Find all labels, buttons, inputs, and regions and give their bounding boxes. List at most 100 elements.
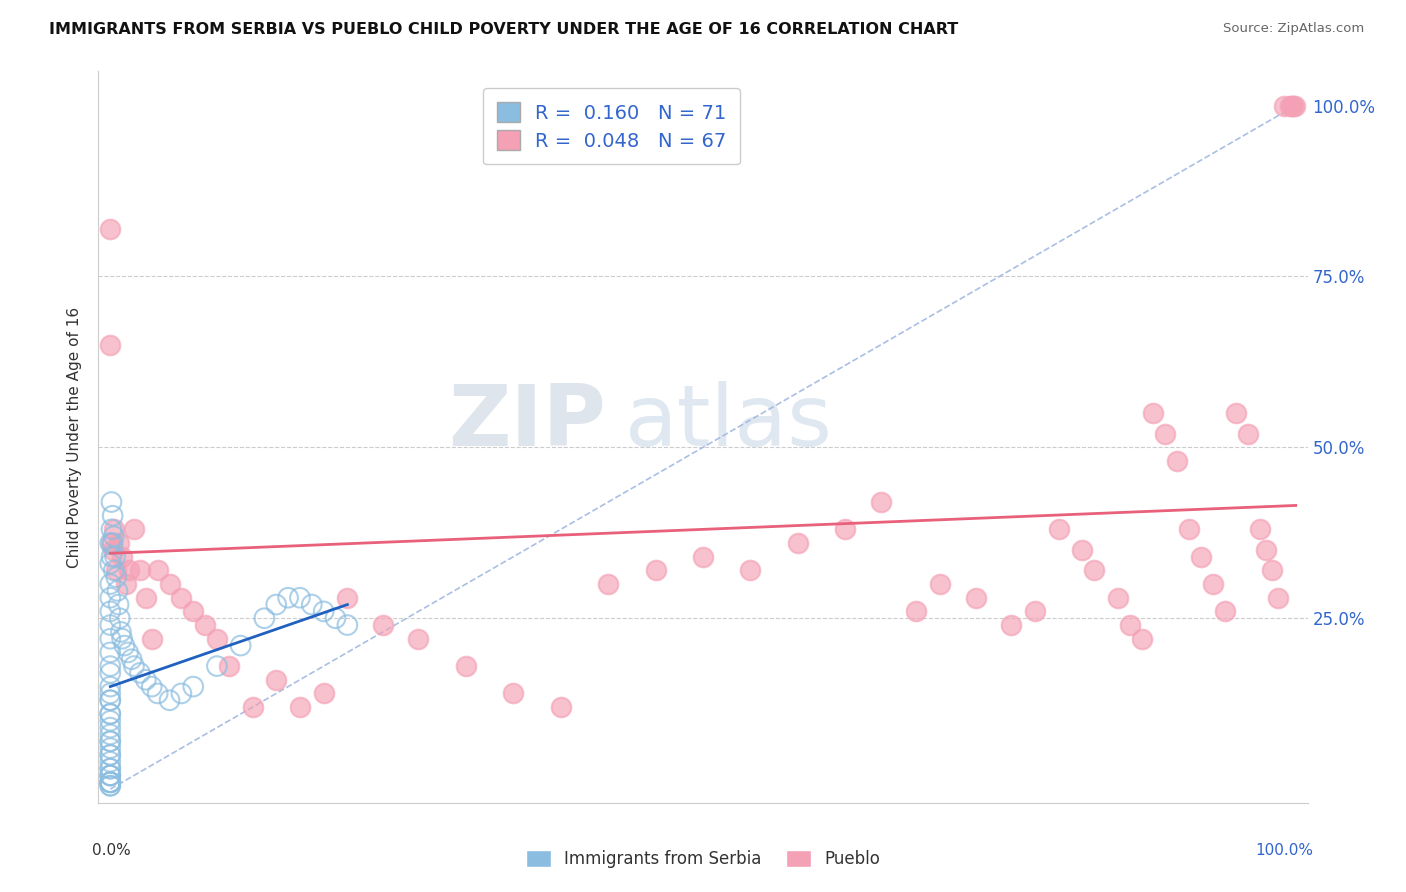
Point bbox=[141, 632, 163, 646]
Point bbox=[129, 563, 152, 577]
Point bbox=[205, 632, 228, 646]
Point bbox=[108, 611, 131, 625]
Point bbox=[105, 563, 128, 577]
Point bbox=[159, 577, 181, 591]
Point bbox=[1178, 522, 1201, 536]
Point bbox=[740, 563, 762, 577]
Point bbox=[146, 686, 169, 700]
Point bbox=[98, 779, 121, 793]
Point bbox=[101, 508, 124, 523]
Point bbox=[98, 338, 121, 352]
Point bbox=[107, 598, 129, 612]
Point bbox=[550, 700, 572, 714]
Point bbox=[1261, 563, 1284, 577]
Point bbox=[98, 775, 121, 789]
Point bbox=[98, 706, 121, 721]
Point bbox=[98, 755, 121, 769]
Y-axis label: Child Poverty Under the Age of 16: Child Poverty Under the Age of 16 bbox=[67, 307, 83, 567]
Point bbox=[107, 536, 129, 550]
Point bbox=[869, 495, 891, 509]
Point bbox=[98, 557, 121, 571]
Point bbox=[98, 721, 121, 735]
Point bbox=[121, 652, 143, 666]
Point bbox=[101, 536, 124, 550]
Point bbox=[114, 639, 136, 653]
Point bbox=[110, 624, 132, 639]
Point bbox=[98, 577, 121, 591]
Text: Source: ZipAtlas.com: Source: ZipAtlas.com bbox=[1223, 22, 1364, 36]
Point bbox=[264, 673, 287, 687]
Point bbox=[103, 529, 125, 543]
Point bbox=[1142, 406, 1164, 420]
Point bbox=[98, 706, 121, 721]
Point bbox=[98, 747, 121, 762]
Point bbox=[253, 611, 276, 625]
Point bbox=[129, 665, 152, 680]
Point bbox=[1237, 426, 1260, 441]
Point bbox=[98, 741, 121, 756]
Point bbox=[98, 734, 121, 748]
Point bbox=[98, 768, 121, 782]
Point bbox=[1213, 604, 1236, 618]
Point bbox=[454, 659, 477, 673]
Legend: Immigrants from Serbia, Pueblo: Immigrants from Serbia, Pueblo bbox=[519, 843, 887, 875]
Point bbox=[98, 659, 121, 673]
Point bbox=[336, 591, 359, 605]
Point bbox=[98, 762, 121, 776]
Point bbox=[135, 673, 157, 687]
Point bbox=[98, 618, 121, 632]
Point bbox=[98, 762, 121, 776]
Point bbox=[1282, 98, 1305, 112]
Point bbox=[98, 768, 121, 782]
Point bbox=[218, 659, 240, 673]
Point bbox=[312, 686, 335, 700]
Point bbox=[1107, 591, 1129, 605]
Point bbox=[122, 659, 145, 673]
Point bbox=[965, 591, 987, 605]
Point bbox=[1267, 591, 1289, 605]
Point bbox=[1024, 604, 1046, 618]
Point bbox=[929, 577, 952, 591]
Point bbox=[103, 522, 125, 536]
Point bbox=[98, 686, 121, 700]
Point bbox=[100, 549, 122, 564]
Point bbox=[229, 639, 252, 653]
Point bbox=[117, 645, 139, 659]
Point bbox=[301, 598, 323, 612]
Point bbox=[1254, 542, 1277, 557]
Point bbox=[98, 714, 121, 728]
Point bbox=[371, 618, 394, 632]
Point bbox=[277, 591, 299, 605]
Point bbox=[111, 632, 134, 646]
Point bbox=[98, 665, 121, 680]
Point bbox=[242, 700, 264, 714]
Point bbox=[98, 779, 121, 793]
Point bbox=[644, 563, 666, 577]
Legend: R =  0.160   N = 71, R =  0.048   N = 67: R = 0.160 N = 71, R = 0.048 N = 67 bbox=[484, 88, 741, 164]
Point bbox=[103, 563, 125, 577]
Point bbox=[1166, 454, 1188, 468]
Point bbox=[1189, 549, 1212, 564]
Point bbox=[98, 693, 121, 707]
Point bbox=[141, 680, 163, 694]
Point bbox=[205, 659, 228, 673]
Point bbox=[1202, 577, 1225, 591]
Point bbox=[786, 536, 808, 550]
Point bbox=[159, 693, 181, 707]
Point bbox=[1130, 632, 1153, 646]
Point bbox=[1281, 98, 1303, 112]
Point bbox=[408, 632, 430, 646]
Point bbox=[194, 618, 217, 632]
Point bbox=[146, 563, 169, 577]
Point bbox=[98, 727, 121, 741]
Point bbox=[598, 577, 620, 591]
Point bbox=[98, 693, 121, 707]
Point bbox=[288, 700, 311, 714]
Point bbox=[98, 604, 121, 618]
Point bbox=[905, 604, 928, 618]
Point bbox=[98, 221, 121, 235]
Point bbox=[170, 591, 193, 605]
Point bbox=[135, 591, 157, 605]
Point bbox=[98, 775, 121, 789]
Point bbox=[1047, 522, 1070, 536]
